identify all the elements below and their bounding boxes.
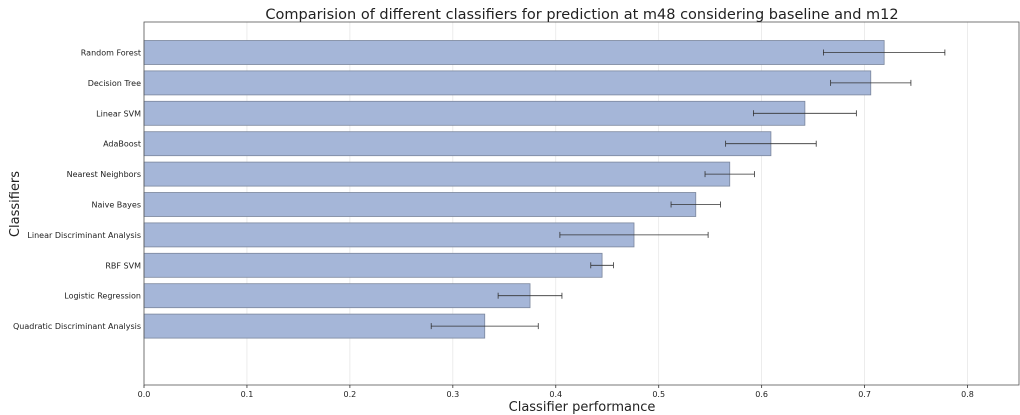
- x-tick-label-5: 0.5: [652, 390, 665, 399]
- bar-2: [143, 100, 806, 126]
- x-tick-label-4: 0.4: [549, 390, 562, 399]
- y-axis-label: Classifiers: [8, 171, 23, 237]
- bar-5: [143, 192, 697, 217]
- x-tick-label-1: 0.1: [241, 390, 254, 399]
- x-axis-label: Classifier performance: [509, 400, 656, 415]
- category-label-0: Random Forest: [81, 49, 141, 58]
- bar-8: [143, 283, 531, 309]
- x-tick-label-6: 0.6: [755, 390, 768, 399]
- category-labels: Random Forest Decision Tree Linear SVM AdaB…: [13, 49, 141, 332]
- category-label-3: AdaBoost: [103, 140, 141, 149]
- category-label-6: Linear Discriminant Analysis: [27, 231, 141, 240]
- bar-4: [143, 161, 731, 187]
- category-label-1: Decision Tree: [88, 79, 141, 88]
- category-label-8: Logistic Regression: [64, 292, 141, 301]
- error-bars: [430, 49, 946, 330]
- x-tick-label-8: 0.8: [961, 390, 974, 399]
- category-label-4: Nearest Neighbors: [67, 170, 141, 179]
- chart-title: Comparision of different classifiers for…: [265, 7, 898, 23]
- bar-1: [143, 70, 872, 96]
- category-label-5: Naive Bayes: [91, 201, 141, 210]
- x-tick-label-3: 0.3: [446, 390, 459, 399]
- x-tick-label-0: 0.0: [138, 390, 151, 399]
- bar-3: [143, 131, 772, 157]
- bars: [143, 40, 885, 339]
- category-label-2: Linear SVM: [96, 109, 141, 118]
- bar-7: [143, 252, 603, 278]
- bar-0: [143, 40, 885, 65]
- category-label-7: RBF SVM: [105, 261, 141, 270]
- x-tick-label-2: 0.2: [344, 390, 357, 399]
- x-tick-labels: 0.0 0.1 0.2 0.3 0.4 0.5 0.6 0.7 0.8: [138, 385, 974, 399]
- plot-frame: [143, 21, 1020, 386]
- category-label-9: Quadratic Discriminant Analysis: [13, 322, 141, 331]
- x-tick-label-7: 0.7: [858, 390, 871, 399]
